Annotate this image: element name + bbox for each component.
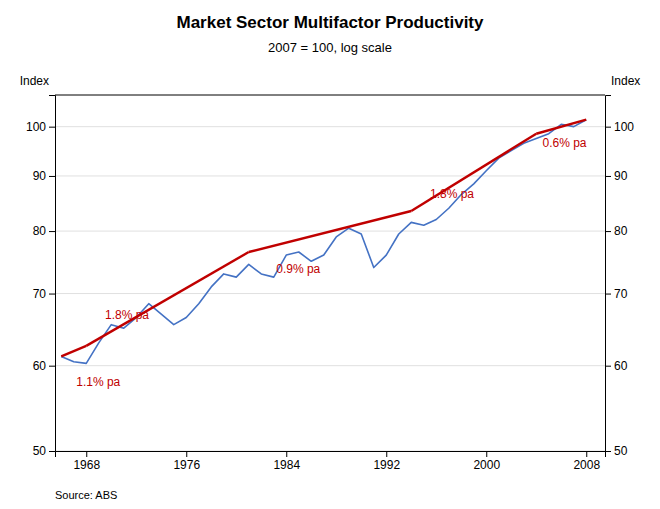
tick-mark [49,294,55,295]
annotations: 1.1% pa 1.8% pa 0.9% pa 1.8% pa 0.6% pa [76,136,587,389]
grid-line [55,126,605,127]
x-axis: 1968 1976 1984 1992 2000 2008 [56,451,606,472]
trend-line [536,120,586,134]
tick-mark [49,231,55,232]
tick-label: 60 [614,359,628,373]
trend-line [249,211,412,252]
tick-label: 1968 [73,458,100,472]
tick: 1984 [273,451,300,472]
tick-label: 80 [614,224,628,238]
tick: 50 [33,444,55,458]
tick-label: 1984 [273,458,300,472]
axis-line [56,452,606,458]
y2-axis-label: Index [611,74,640,88]
tick: 70 [33,287,55,301]
tick-mark [486,451,487,457]
axis-line [606,96,612,452]
tick-mark [286,451,287,457]
tick: 50 [605,444,628,458]
y-axis-label: Index [20,74,49,88]
subtitle: 2007 = 100, log scale [268,40,392,55]
y-axis: 50 60 70 80 90 100 [26,96,56,459]
tick: 2008 [573,451,600,472]
tick: 70 [605,287,628,301]
tick: 2000 [473,451,500,472]
tick-mark [605,127,611,128]
title: Market Sector Multifactor Productivity [176,13,484,32]
tick: 60 [605,359,628,373]
tick-mark [49,451,55,452]
grid-line [55,175,605,176]
tick-label: 60 [33,359,47,373]
tick-mark [386,451,387,457]
tick: 100 [605,120,634,134]
y2-axis: 50 60 70 80 90 100 [605,96,634,459]
trend-line [61,346,86,357]
tick: 90 [33,169,55,183]
tick-mark [49,176,55,177]
annotation: 1.8% pa [430,187,474,201]
grid-line [55,293,605,294]
data-line [61,120,586,364]
tick: 1992 [373,451,400,472]
tick: 100 [26,120,55,134]
tick-label: 50 [33,444,47,458]
annotation: 0.6% pa [543,136,587,150]
tick-label: 70 [33,287,47,301]
annotation: 1.1% pa [76,375,120,389]
tick-label: 2000 [473,458,500,472]
tick: 1976 [173,451,200,472]
annotation: 1.8% pa [105,308,149,322]
tick-mark [605,176,611,177]
tick-mark [586,451,587,457]
tick-mark [49,127,55,128]
tick: 90 [605,169,628,183]
tick-label: 1976 [173,458,200,472]
tick-mark [605,294,611,295]
tick-label: 50 [614,444,628,458]
tick: 80 [33,224,55,238]
frame-top [55,95,605,96]
tick-label: 70 [614,287,628,301]
annotation: 0.9% pa [276,262,320,276]
tick-mark [186,451,187,457]
tick-mark [605,231,611,232]
tick-label: 90 [33,169,47,183]
tick-label: 100 [26,120,46,134]
trend-line [411,134,536,211]
grid-line [55,365,605,366]
grid [55,127,605,451]
tick: 1968 [73,451,100,472]
tick-label: 2008 [573,458,600,472]
plot-marks [61,120,586,364]
tick-mark [605,366,611,367]
chart: 1968 1976 1984 1992 2000 2008 50 60 70 80 90 100 50 6… [0,0,660,509]
axis-line [49,96,56,452]
tick-label: 1992 [373,458,400,472]
tick: 80 [605,224,628,238]
source: Source: ABS [55,489,117,501]
tick-mark [86,451,87,457]
tick: 60 [33,359,55,373]
tick-mark [605,451,611,452]
trend-line [86,252,249,346]
tick-label: 80 [33,224,47,238]
tick-mark [49,366,55,367]
tick-label: 100 [614,120,634,134]
tick-label: 90 [614,169,628,183]
